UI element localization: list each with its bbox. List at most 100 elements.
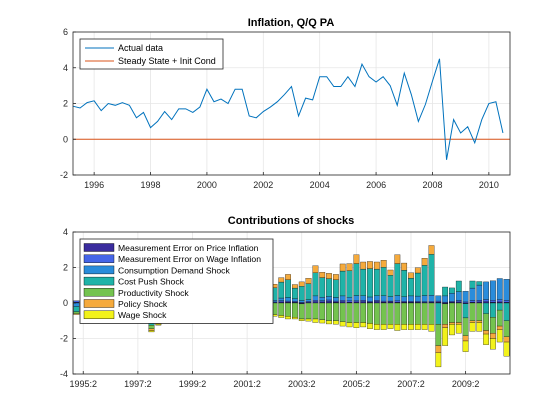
bar-segment: [373, 295, 380, 301]
bar-segment: [394, 263, 401, 296]
bar-segment: [73, 302, 80, 307]
bar-segment: [312, 272, 319, 297]
bar-segment: [455, 301, 462, 304]
y-tick-label: 0: [63, 134, 68, 144]
bar-segment: [305, 299, 312, 302]
bar-segment: [278, 300, 285, 303]
bar-segment: [319, 301, 326, 304]
bar-segment: [305, 318, 312, 322]
bar-segment: [387, 275, 394, 297]
bar-segment: [73, 300, 80, 303]
bar-segment: [455, 280, 462, 292]
bar-segment: [435, 324, 442, 346]
legend-swatch: [83, 276, 115, 286]
bar-segment: [462, 340, 469, 352]
bar-segment: [298, 281, 305, 287]
bar-segment: [326, 302, 332, 321]
bar-segment: [476, 322, 483, 332]
legend-label: Policy Shock: [118, 299, 168, 309]
x-tick-label: 1996: [84, 180, 104, 190]
x-tick-label: 2008: [422, 180, 442, 190]
x-tick-label: 2005:2: [343, 379, 371, 389]
bar-segment: [483, 281, 489, 300]
bar-segment: [285, 302, 291, 317]
chart-top: 1996 1998 2000 2002 2004 2006 2008 2010 -2 0 2 4 6 I…: [60, 17, 511, 190]
bar-segment: [408, 272, 414, 279]
bar-segment: [285, 300, 291, 303]
x-tick-label: 2003:2: [288, 379, 316, 389]
bar-segment: [394, 300, 401, 303]
bar-segment: [148, 325, 155, 329]
x-tick-label: 1995:2: [69, 379, 97, 389]
bar-segment: [421, 265, 428, 296]
bar-segment: [469, 280, 476, 289]
bar-segment: [414, 295, 421, 302]
bar-segment: [442, 327, 449, 346]
bar-segment: [503, 341, 510, 357]
bar-segment: [326, 299, 332, 302]
bar-segment: [360, 322, 367, 328]
bar-segment: [476, 301, 483, 304]
x-tick-label: 1997:2: [124, 379, 152, 389]
bar-segment: [442, 324, 449, 328]
bar-segment: [435, 295, 442, 302]
legend-label: Productivity Shock: [118, 288, 189, 298]
bar-segment: [353, 295, 360, 302]
bar-segment: [298, 300, 305, 303]
bar-segment: [332, 274, 339, 280]
bar-segment: [428, 324, 435, 332]
bar-segment: [278, 302, 285, 316]
bar-segment: [339, 301, 346, 304]
bar-segment: [326, 273, 332, 279]
bar-segment: [339, 302, 346, 322]
bar-segment: [476, 302, 483, 321]
bar-segment: [332, 320, 339, 325]
bar-segment: [414, 324, 421, 330]
bar-segment: [346, 300, 353, 303]
bar-segment: [490, 333, 496, 339]
bar-segment: [326, 278, 332, 297]
bar-segment: [428, 245, 435, 255]
bar-segment: [469, 287, 476, 301]
bar-segment: [305, 302, 312, 320]
bar-segment: [421, 302, 428, 325]
legend-swatch: [83, 254, 115, 263]
bar-segment: [387, 269, 394, 276]
bar-segment: [442, 295, 449, 303]
bar-segment: [346, 322, 353, 328]
bar-segment: [414, 272, 421, 297]
bar-segment: [435, 300, 442, 303]
bar-segment: [360, 302, 367, 323]
bar-segment: [373, 268, 380, 296]
bar-segment: [339, 295, 346, 301]
bar-segment: [332, 297, 339, 302]
bar-segment: [449, 301, 455, 303]
bar-segment: [435, 352, 442, 368]
bar-segment: [483, 313, 489, 331]
bar-segment: [401, 324, 408, 330]
bar-segment: [312, 265, 319, 273]
bar-segment: [394, 302, 401, 325]
bar-segment: [353, 301, 360, 304]
bar-segment: [455, 300, 462, 303]
bar-segment: [394, 254, 401, 264]
bar-segment: [319, 296, 326, 301]
bar-segment: [326, 320, 332, 325]
bar-segment: [421, 295, 428, 302]
legend-label: Measurement Error on Wage Inflation: [118, 254, 261, 264]
bar-segment: [455, 324, 462, 334]
bar-segment: [496, 325, 503, 330]
x-tick-label: 2006: [366, 180, 386, 190]
bar-segment: [490, 338, 496, 350]
bar-segment: [360, 300, 367, 302]
x-tick-label: 1998: [141, 180, 161, 190]
legend-box-top: [79, 38, 224, 70]
legend-swatch: [83, 310, 115, 319]
bar-segment: [503, 320, 510, 337]
bar-segment: [401, 270, 408, 297]
bar-segment: [367, 296, 373, 302]
bar-segment: [421, 324, 428, 330]
bar-segment: [408, 295, 414, 302]
bar-segment: [490, 317, 496, 334]
y-tick-label: 2: [63, 263, 68, 273]
